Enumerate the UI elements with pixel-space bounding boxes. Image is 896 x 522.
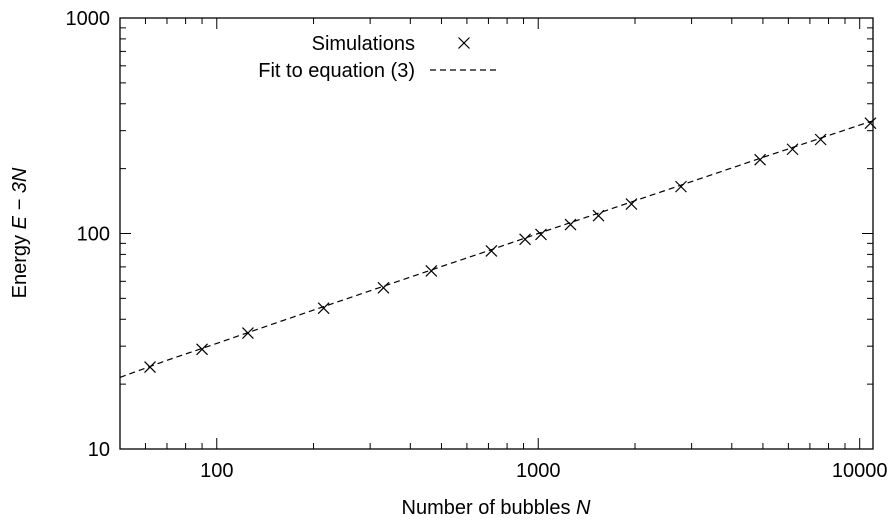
- fit-line-layer: [119, 120, 874, 378]
- simulation-point: [241, 327, 254, 340]
- simulation-point: [317, 302, 330, 315]
- x-axis-ticks: 100 1000 10000: [119, 18, 888, 482]
- legend-label-simulations: Simulations: [312, 33, 415, 55]
- y-axis-ticks: 10 100 1000: [66, 8, 873, 461]
- simulation-point: [535, 228, 547, 241]
- simulation-point: [564, 218, 577, 231]
- simulation-point: [814, 133, 827, 146]
- simulation-point: [592, 209, 605, 222]
- fit-line: [119, 120, 874, 378]
- simulation-point: [425, 265, 438, 277]
- y-tick-label: 10: [88, 439, 110, 461]
- simulation-markers-layer: [144, 117, 877, 373]
- legend-marker-x: [458, 37, 470, 49]
- simulation-point: [786, 143, 799, 156]
- x-axis-label-variable: N: [576, 497, 591, 519]
- simulation-point: [625, 198, 638, 210]
- simulation-point: [519, 233, 531, 246]
- plot-area: [119, 17, 874, 450]
- legend: Simulations Fit to equation (3): [258, 33, 499, 82]
- x-tick-label: 1000: [516, 460, 561, 482]
- simulation-point: [377, 281, 390, 294]
- x-axis-label: Number of bubbles N: [402, 497, 592, 519]
- simulation-point: [485, 245, 498, 257]
- y-tick-label: 100: [77, 224, 110, 246]
- x-tick-label: 100: [200, 460, 233, 482]
- simulation-point: [864, 117, 877, 130]
- x-tick-label: 10000: [832, 460, 888, 482]
- y-tick-label: 1000: [66, 8, 111, 30]
- y-axis-label: Energy E − 3N: [9, 167, 31, 298]
- simulation-point: [754, 153, 767, 166]
- simulation-point: [675, 180, 687, 193]
- simulation-point: [196, 343, 208, 356]
- simulation-point: [144, 361, 156, 373]
- legend-label-fit: Fit to equation (3): [258, 60, 415, 82]
- y-axis-label-expression: E − 3N: [9, 167, 31, 229]
